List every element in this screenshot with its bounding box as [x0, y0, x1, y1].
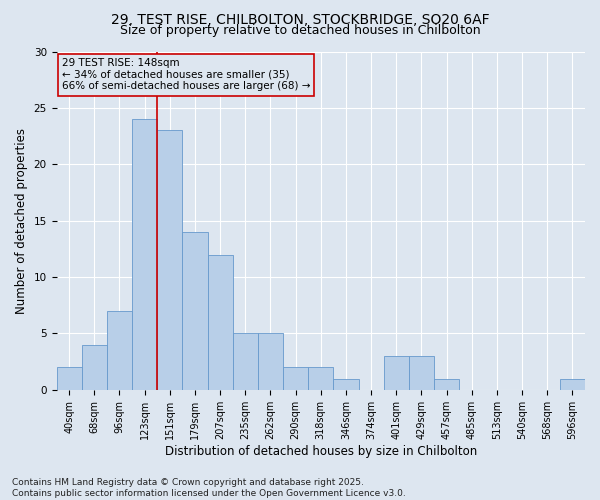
Bar — [334, 378, 359, 390]
Bar — [56, 368, 82, 390]
Bar — [233, 334, 258, 390]
Text: 29 TEST RISE: 148sqm
← 34% of detached houses are smaller (35)
66% of semi-detac: 29 TEST RISE: 148sqm ← 34% of detached h… — [62, 58, 310, 92]
Bar — [157, 130, 182, 390]
Bar — [409, 356, 434, 390]
Bar — [434, 378, 459, 390]
Bar — [258, 334, 283, 390]
Bar — [308, 368, 334, 390]
Text: Size of property relative to detached houses in Chilbolton: Size of property relative to detached ho… — [119, 24, 481, 37]
Bar — [132, 119, 157, 390]
Text: Contains HM Land Registry data © Crown copyright and database right 2025.
Contai: Contains HM Land Registry data © Crown c… — [12, 478, 406, 498]
Bar — [107, 311, 132, 390]
Text: 29, TEST RISE, CHILBOLTON, STOCKBRIDGE, SO20 6AF: 29, TEST RISE, CHILBOLTON, STOCKBRIDGE, … — [110, 12, 490, 26]
Bar — [82, 344, 107, 390]
X-axis label: Distribution of detached houses by size in Chilbolton: Distribution of detached houses by size … — [164, 444, 477, 458]
Bar — [208, 254, 233, 390]
Bar — [383, 356, 409, 390]
Bar — [182, 232, 208, 390]
Y-axis label: Number of detached properties: Number of detached properties — [15, 128, 28, 314]
Bar — [283, 368, 308, 390]
Bar — [560, 378, 585, 390]
